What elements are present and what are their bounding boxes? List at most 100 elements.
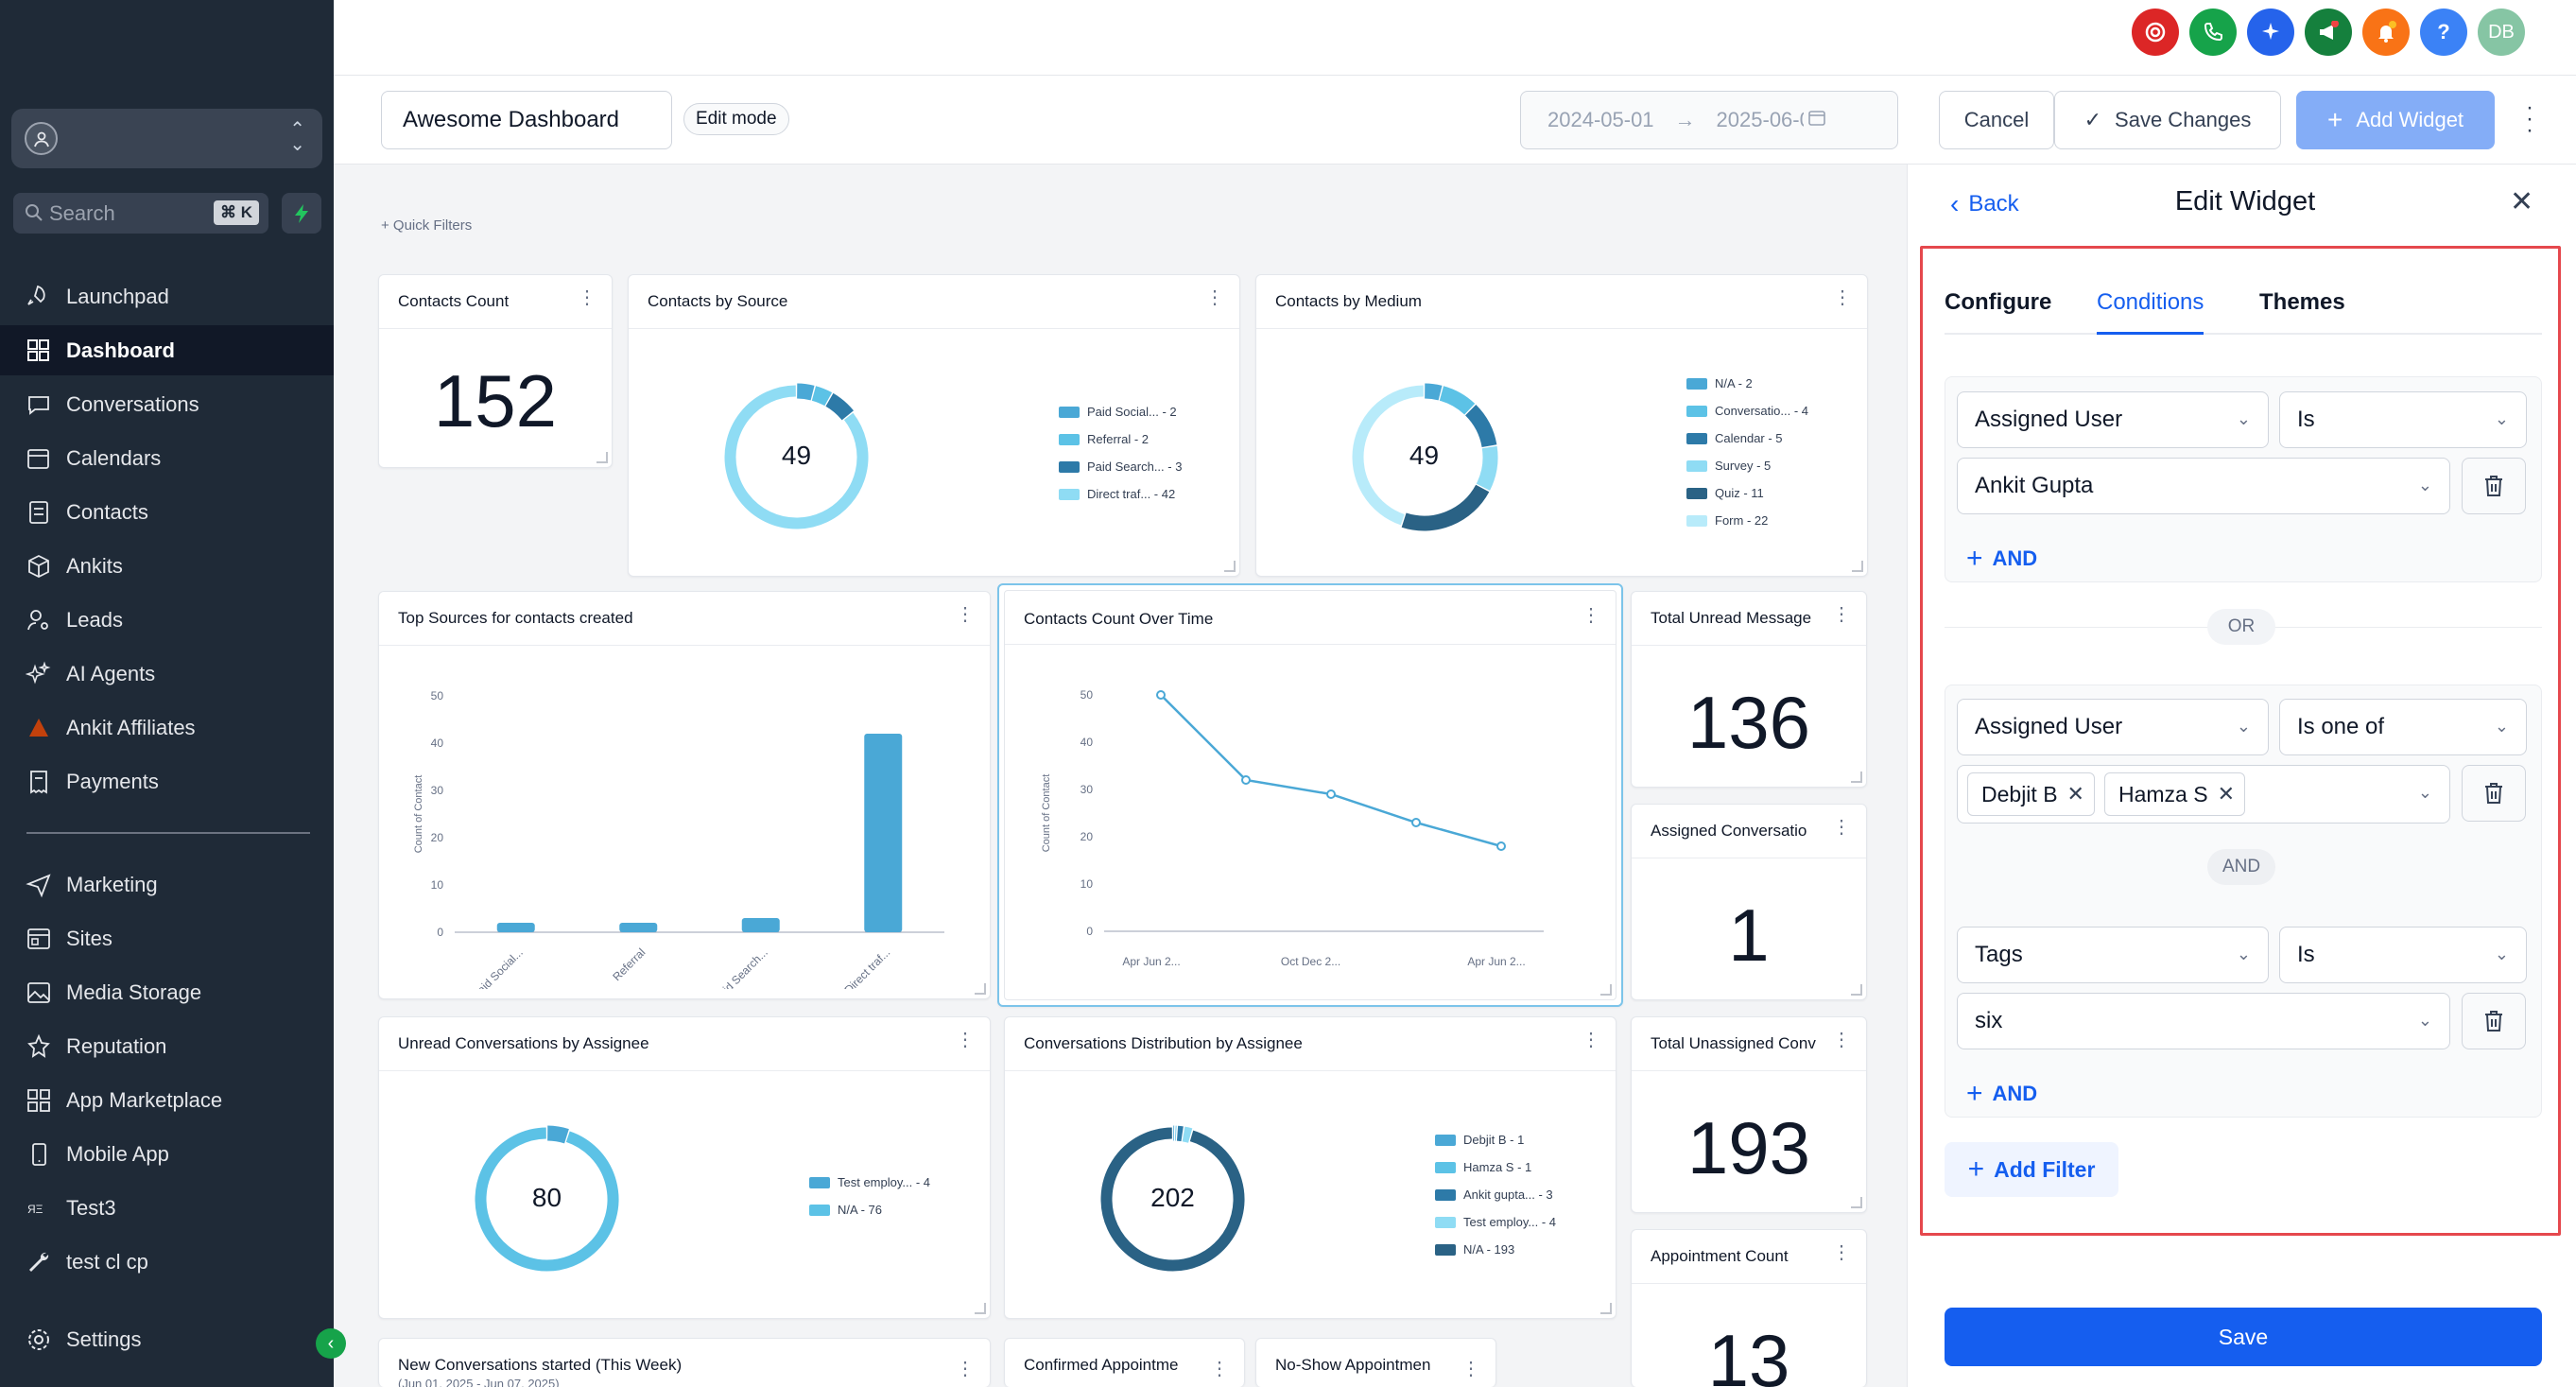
legend-item[interactable]: Debjit B - 1: [1435, 1126, 1556, 1153]
tab-conditions[interactable]: Conditions: [2097, 289, 2204, 335]
sidebar-item-test-cl-cp[interactable]: test cl cp: [0, 1237, 334, 1287]
widget-menu-icon[interactable]: ⋮: [578, 287, 596, 308]
bar[interactable]: [496, 923, 535, 932]
resize-handle-icon[interactable]: [1224, 561, 1236, 572]
donut-slice[interactable]: [1464, 405, 1497, 448]
question-icon[interactable]: ?: [2420, 9, 2467, 56]
legend-item[interactable]: Paid Search... - 3: [1059, 453, 1182, 480]
collapse-sidebar-button[interactable]: ‹: [316, 1328, 346, 1359]
bar[interactable]: [741, 918, 780, 932]
delete-condition-button[interactable]: [2462, 993, 2526, 1049]
legend-item[interactable]: Test employ... - 4: [1435, 1208, 1556, 1236]
data-point[interactable]: [1156, 690, 1166, 700]
delete-condition-button[interactable]: [2462, 765, 2526, 822]
account-switcher[interactable]: ⌃ ⌄: [11, 109, 322, 168]
add-widget-button[interactable]: + Add Widget: [2296, 91, 2495, 149]
widget-contacts-by-medium[interactable]: Contacts by Medium ⋮ 49 N/A - 2 Conversat…: [1255, 274, 1868, 577]
widget-menu-icon[interactable]: ⋮: [1832, 1242, 1851, 1263]
operator-select[interactable]: Is one of ⌄: [2279, 699, 2527, 755]
phone-icon[interactable]: [2189, 9, 2237, 56]
widget-appointment-count[interactable]: Appointment Count ⋮ 13: [1631, 1229, 1867, 1387]
tab-themes[interactable]: Themes: [2259, 289, 2345, 315]
resize-handle-icon[interactable]: [1851, 984, 1862, 996]
widget-menu-icon[interactable]: ⋮: [1832, 1030, 1851, 1050]
data-point[interactable]: [1411, 818, 1421, 827]
dashboard-name-input[interactable]: Awesome Dashboard: [381, 91, 672, 149]
resize-handle-icon[interactable]: [596, 452, 608, 463]
donut-slice[interactable]: [724, 385, 869, 529]
resize-handle-icon[interactable]: [1600, 1303, 1612, 1314]
widget-menu-icon[interactable]: ⋮: [1582, 1030, 1600, 1050]
legend-item[interactable]: Survey - 5: [1686, 452, 1808, 479]
widget-menu-icon[interactable]: ⋮: [1582, 605, 1600, 626]
donut-slice[interactable]: [475, 1127, 619, 1272]
save-changes-button[interactable]: ✓ Save Changes: [2054, 91, 2281, 149]
legend-item[interactable]: Direct traf... - 42: [1059, 480, 1182, 508]
operator-select[interactable]: Is ⌄: [2279, 391, 2527, 448]
close-icon[interactable]: ✕: [2510, 186, 2534, 217]
donut-slice[interactable]: [1439, 386, 1476, 415]
add-filter-button[interactable]: + Add Filter: [1945, 1142, 2118, 1197]
widget-contacts-count[interactable]: Contacts Count ⋮ 152: [378, 274, 613, 468]
widget-menu-icon[interactable]: ⋮: [1205, 287, 1224, 308]
delete-condition-button[interactable]: [2462, 458, 2526, 514]
legend-item[interactable]: N/A - 193: [1435, 1236, 1556, 1263]
add-and-condition-button[interactable]: + AND: [1966, 1078, 2037, 1110]
back-link[interactable]: ‹ Back: [1950, 189, 2019, 219]
operator-select[interactable]: Is ⌄: [2279, 927, 2527, 983]
sidebar-item-ankits[interactable]: Ankits: [0, 541, 334, 591]
donut-slice[interactable]: [1424, 383, 1443, 401]
resize-handle-icon[interactable]: [975, 983, 986, 995]
resize-handle-icon[interactable]: [1851, 1197, 1862, 1208]
sidebar-item-launchpad[interactable]: Launchpad: [0, 271, 334, 321]
widget-menu-icon[interactable]: ⋮: [956, 1030, 975, 1050]
remove-chip-icon[interactable]: ✕: [2217, 782, 2236, 806]
sidebar-item-mobile-app[interactable]: Mobile App: [0, 1129, 334, 1179]
add-and-condition-button[interactable]: + AND: [1966, 543, 2037, 575]
sidebar-item-app-marketplace[interactable]: App Marketplace: [0, 1075, 334, 1125]
donut-slice[interactable]: [1401, 484, 1490, 531]
widget-assigned-conversations[interactable]: Assigned Conversatio ⋮ 1: [1631, 804, 1867, 1000]
widget-menu-icon[interactable]: ⋮: [1210, 1359, 1229, 1379]
donut-slice[interactable]: [1182, 1126, 1193, 1143]
data-point[interactable]: [1241, 775, 1251, 785]
widget-contacts-by-source[interactable]: Contacts by Source ⋮ 49 Paid Social... -…: [628, 274, 1240, 577]
field-select[interactable]: Assigned User ⌄: [1957, 391, 2269, 448]
widget-contacts-count-over-time[interactable]: Contacts Count Over Time ⋮ 0 10 20 30 40 50 Co…: [997, 583, 1623, 1007]
quick-filters-button[interactable]: + Quick Filters: [381, 217, 473, 234]
donut-slice[interactable]: [796, 383, 815, 401]
widget-new-conversations[interactable]: New Conversations started (This Week) (J…: [378, 1338, 991, 1387]
widget-total-unassigned[interactable]: Total Unassigned Conv ⋮ 193: [1631, 1016, 1867, 1213]
sidebar-item-dashboard[interactable]: Dashboard: [0, 325, 334, 375]
cancel-button[interactable]: Cancel: [1939, 91, 2054, 149]
remove-chip-icon[interactable]: ✕: [2066, 782, 2084, 806]
legend-item[interactable]: Conversatio... - 4: [1686, 397, 1808, 425]
sidebar-item-ai-agents[interactable]: AI Agents: [0, 649, 334, 699]
field-select[interactable]: Assigned User ⌄: [1957, 699, 2269, 755]
legend-item[interactable]: Hamza S - 1: [1435, 1153, 1556, 1181]
donut-slice[interactable]: [811, 386, 833, 407]
value-select[interactable]: six ⌄: [1957, 993, 2450, 1049]
widget-confirmed-appointments[interactable]: Confirmed Appointme ⋮: [1004, 1338, 1245, 1387]
user-avatar[interactable]: DB: [2478, 9, 2525, 56]
widget-total-unread[interactable]: Total Unread Message ⋮ 136: [1631, 591, 1867, 788]
sidebar-item-marketing[interactable]: Marketing: [0, 859, 334, 910]
widget-menu-icon[interactable]: ⋮: [1832, 604, 1851, 625]
sidebar-item-contacts[interactable]: Contacts: [0, 487, 334, 537]
widget-menu-icon[interactable]: ⋮: [1832, 817, 1851, 838]
multi-value-select[interactable]: Debjit B ✕ Hamza S ✕ ⌄: [1957, 765, 2450, 824]
legend-item[interactable]: Test employ... - 4: [809, 1169, 930, 1196]
sidebar-item-settings[interactable]: Settings: [0, 1314, 334, 1364]
legend-item[interactable]: Paid Social... - 2: [1059, 398, 1182, 425]
widget-noshow-appointments[interactable]: No-Show Appointmen ⋮: [1255, 1338, 1496, 1387]
widget-menu-icon[interactable]: ⋮: [1833, 287, 1852, 308]
value-select[interactable]: Ankit Gupta ⌄: [1957, 458, 2450, 514]
date-range-picker[interactable]: 2024-05-01 → 2025-06-04: [1520, 91, 1898, 149]
sidebar-item-test3[interactable]: ЯΞ Test3: [0, 1183, 334, 1233]
legend-item[interactable]: Quiz - 11: [1686, 479, 1808, 507]
legend-item[interactable]: N/A - 2: [1686, 370, 1808, 397]
search-input[interactable]: Search ⌘ K: [13, 193, 268, 234]
widget-top-sources[interactable]: Top Sources for contacts created ⋮ 0 10 20…: [378, 591, 991, 999]
widget-menu-icon[interactable]: ⋮: [956, 1359, 975, 1379]
data-point[interactable]: [1496, 841, 1506, 851]
